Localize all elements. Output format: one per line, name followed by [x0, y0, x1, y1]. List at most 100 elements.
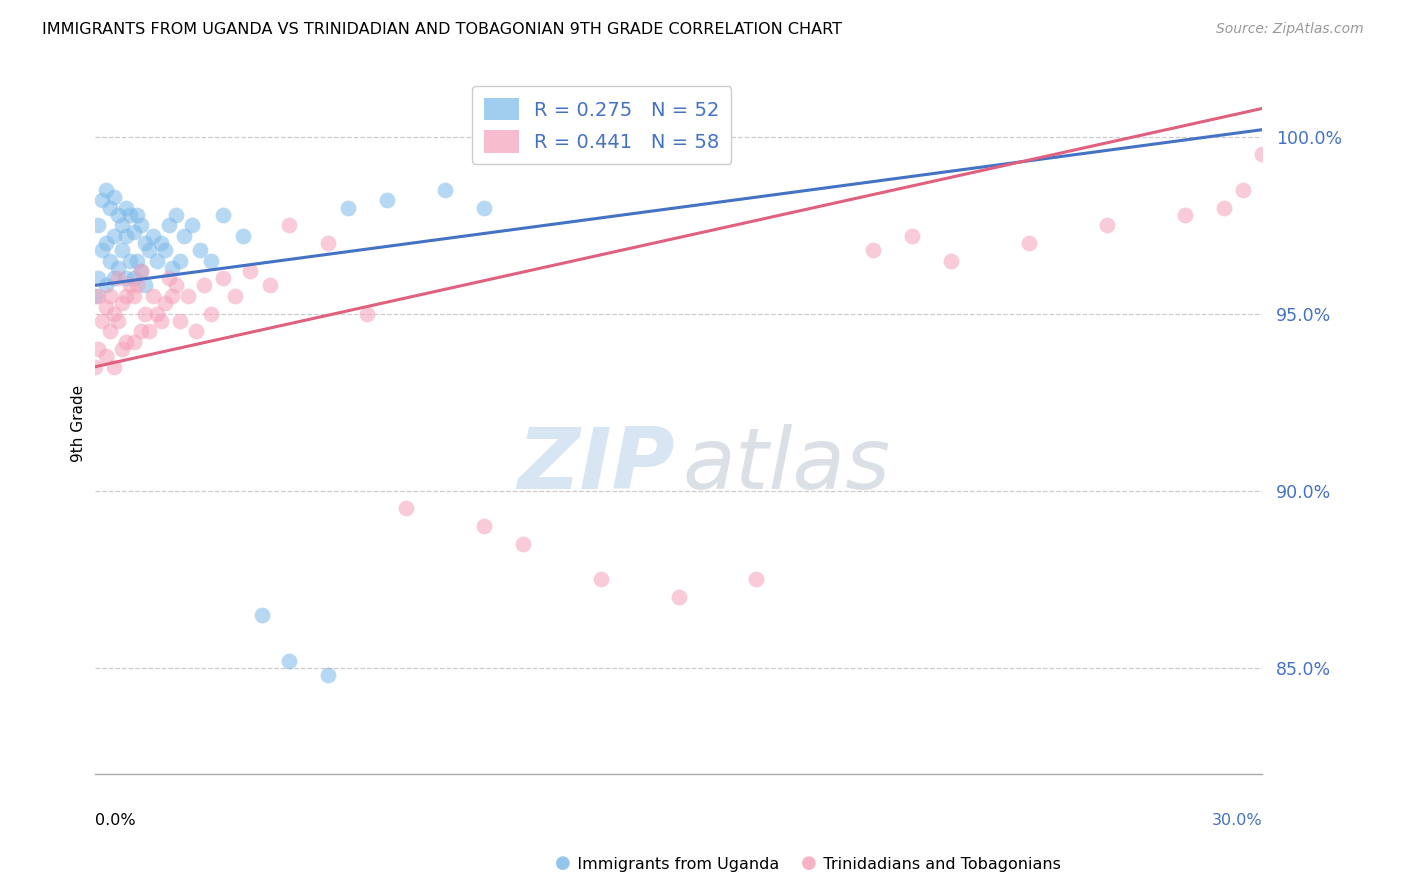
Point [122, 225, 145, 239]
Point [103, 359, 125, 374]
Point [129, 219, 152, 233]
Point [668, 590, 690, 604]
Point [129, 325, 152, 339]
Text: atlas: atlas [682, 424, 890, 507]
Point [98, 201, 121, 215]
Point [193, 278, 215, 293]
Point [1212, 201, 1234, 215]
Point [87, 289, 110, 303]
Point [157, 271, 180, 285]
Point [142, 228, 165, 243]
Point [169, 314, 191, 328]
Point [231, 228, 253, 243]
Point [134, 307, 156, 321]
Point [239, 264, 262, 278]
Point [107, 260, 129, 275]
Point [146, 307, 169, 321]
Point [862, 243, 884, 257]
Point [138, 325, 160, 339]
Text: 0.0%: 0.0% [94, 813, 135, 828]
Text: ●: ● [801, 855, 817, 872]
Point [212, 271, 235, 285]
Point [111, 219, 134, 233]
Point [91, 243, 114, 257]
Point [939, 253, 962, 268]
Point [472, 201, 495, 215]
Point [153, 243, 176, 257]
Point [114, 289, 136, 303]
Point [107, 208, 129, 222]
Point [129, 264, 152, 278]
Point [316, 235, 339, 250]
Point [127, 208, 149, 222]
Point [83, 359, 105, 374]
Point [375, 194, 398, 208]
Point [1251, 147, 1274, 161]
Point [512, 537, 534, 551]
Point [114, 201, 136, 215]
Point [118, 253, 141, 268]
Point [122, 334, 145, 349]
Point [98, 289, 121, 303]
Point [118, 278, 141, 293]
Point [188, 243, 211, 257]
Point [98, 325, 121, 339]
Point [173, 228, 195, 243]
Point [134, 235, 156, 250]
Point [184, 325, 207, 339]
Point [111, 342, 134, 356]
Point [114, 228, 136, 243]
Point [122, 289, 145, 303]
Point [127, 278, 149, 293]
Point [224, 289, 246, 303]
Point [153, 296, 176, 310]
Point [114, 334, 136, 349]
Point [901, 228, 924, 243]
Point [138, 243, 160, 257]
Point [146, 253, 169, 268]
Point [589, 572, 612, 586]
Point [103, 190, 125, 204]
Point [96, 300, 118, 314]
Point [433, 183, 456, 197]
Text: Source: ZipAtlas.com: Source: ZipAtlas.com [1216, 22, 1364, 37]
Text: 30.0%: 30.0% [1212, 813, 1263, 828]
Point [1095, 219, 1118, 233]
Point [395, 501, 418, 516]
Point [162, 260, 184, 275]
Point [200, 253, 222, 268]
Point [103, 307, 125, 321]
Point [212, 208, 235, 222]
Point [118, 208, 141, 222]
Point [278, 219, 301, 233]
Point [356, 307, 378, 321]
Point [98, 253, 121, 268]
Point [107, 314, 129, 328]
Point [1232, 183, 1254, 197]
Point [107, 271, 129, 285]
Point [83, 289, 105, 303]
Point [127, 253, 149, 268]
Point [122, 271, 145, 285]
Point [103, 271, 125, 285]
Point [129, 264, 152, 278]
Point [336, 201, 359, 215]
Point [165, 278, 187, 293]
Point [142, 289, 165, 303]
Point [180, 219, 202, 233]
Point [165, 208, 187, 222]
Point [87, 219, 110, 233]
Point [149, 314, 172, 328]
Point [316, 668, 339, 682]
Text: IMMIGRANTS FROM UGANDA VS TRINIDADIAN AND TOBAGONIAN 9TH GRADE CORRELATION CHART: IMMIGRANTS FROM UGANDA VS TRINIDADIAN AN… [42, 22, 842, 37]
Point [157, 219, 180, 233]
Point [96, 235, 118, 250]
Point [111, 296, 134, 310]
Text: Immigrants from Uganda: Immigrants from Uganda [562, 857, 780, 872]
Point [162, 289, 184, 303]
Point [259, 278, 281, 293]
Point [114, 271, 136, 285]
Point [87, 342, 110, 356]
Point [96, 349, 118, 363]
Point [745, 572, 768, 586]
